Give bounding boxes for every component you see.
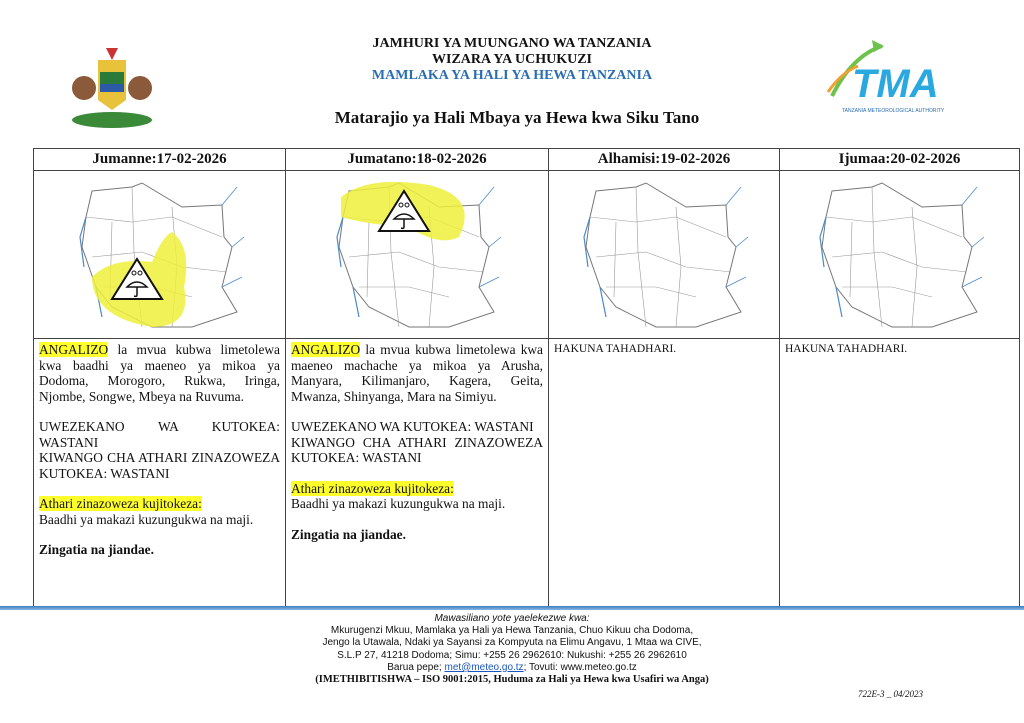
footer-address-3: S.L.P 27, 41218 Dodoma; Simu: +255 26 29… [337,649,687,661]
page-title: Matarajio ya Hali Mbaya ya Hewa kwa Siku… [334,108,700,127]
contact-footer: Mawasiliano yote yaelekezwe kwa: Mkuruge… [0,613,1024,686]
email-link[interactable]: met@meteo.go.tz [444,661,524,673]
footer-divider [0,606,1024,610]
impact-level-text: KIWANGO CHA ATHARI ZINAZOWEZA KUTOKEA: W… [291,434,543,466]
forecast-table: Jumanne:17-02-2026 Jumatano:18-02-2026 A… [33,148,1020,608]
likelihood-text: UWEZEKANO WA KUTOKEA: WASTANI [291,419,534,434]
tanzania-map [583,182,749,328]
day-header: Jumanne:17-02-2026 [33,148,286,171]
tma-logo-caption: TANZANIA METEOROLOGICAL AUTHORITY [842,108,945,114]
map-cell [779,170,1020,339]
day-header: Ijumaa:20-02-2026 [779,148,1020,171]
warning-text: la mvua kubwa limetolewa kwa maeneo mach… [291,342,543,404]
warning-text: la mvua kubwa limetolewa kwa baadhi ya m… [39,342,280,404]
angalizo-label: ANGALIZO [291,342,361,357]
day-header: Jumatano:18-02-2026 [285,148,549,171]
advice-text: Zingatia na jiandae. [291,526,406,542]
map-cell [285,170,549,339]
map-cell [548,170,780,339]
website-text: ; Tovuti: www.meteo.go.tz [523,661,637,673]
footer-address-2: Jengo la Utawala, Ndaki ya Sayansi za Ko… [322,637,702,649]
impacts-label: Athari zinazoweza kujitokeza: [291,480,454,496]
email-label: Barua pepe; [387,661,445,673]
likelihood-text: UWEZEKANO WA KUTOKEA: WASTANI [39,419,280,450]
agency-title: MAMLAKA YA HALI YA HEWA TANZANIA [371,68,653,83]
impacts-text: Baadhi ya makazi kuzungukwa na maji. [291,496,506,511]
forecast-text-cell: HAKUNA TAHADHARI. [548,338,780,608]
angalizo-label: ANGALIZO [39,342,109,357]
forecast-text-cell: ANGALIZO la mvua kubwa limetolewa kwa ba… [33,338,286,608]
tanzania-map [78,182,245,328]
document-code: 722E-3 _ 04/2023 [858,689,923,699]
tanzania-map [336,181,502,328]
no-warning-text: HAKUNA TAHADHARI. [785,343,908,355]
republic-title: JAMHURI YA MUUNGANO WA TANZANIA [372,36,652,51]
ministry-title: WIZARA YA UCHUKUZI [432,52,592,67]
map-cell [33,170,286,339]
day-header: Alhamisi:19-02-2026 [548,148,780,171]
tanzania-map [818,182,985,328]
document-header: JAMHURI YA MUUNGANO WA TANZANIA WIZARA Y… [0,36,1024,84]
advice-text: Zingatia na jiandae. [39,542,154,557]
impacts-text: Baadhi ya makazi kuzungukwa na maji. [39,511,254,527]
forecast-text-cell: ANGALIZO la mvua kubwa limetolewa kwa ma… [285,338,549,608]
footer-intro: Mawasiliano yote yaelekezwe kwa: [434,613,590,624]
impact-level-text: KIWANGO CHA ATHARI ZINAZOWEZA KUTOKEA: W… [39,450,280,481]
tma-logo-text: TMA [852,62,939,106]
forecast-text-cell: HAKUNA TAHADHARI. [779,338,1020,608]
no-warning-text: HAKUNA TAHADHARI. [554,343,677,355]
coat-of-arms-logo [66,38,158,130]
impacts-label: Athari zinazoweza kujitokeza: [39,496,202,511]
certification-text: (IMETHIBITISHWA – ISO 9001:2015, Huduma … [315,674,709,686]
footer-address-1: Mkurugenzi Mkuu, Mamlaka ya Hali ya Hewa… [330,625,694,637]
tma-logo: TMA TANZANIA METEOROLOGICAL AUTHORITY [822,36,952,120]
